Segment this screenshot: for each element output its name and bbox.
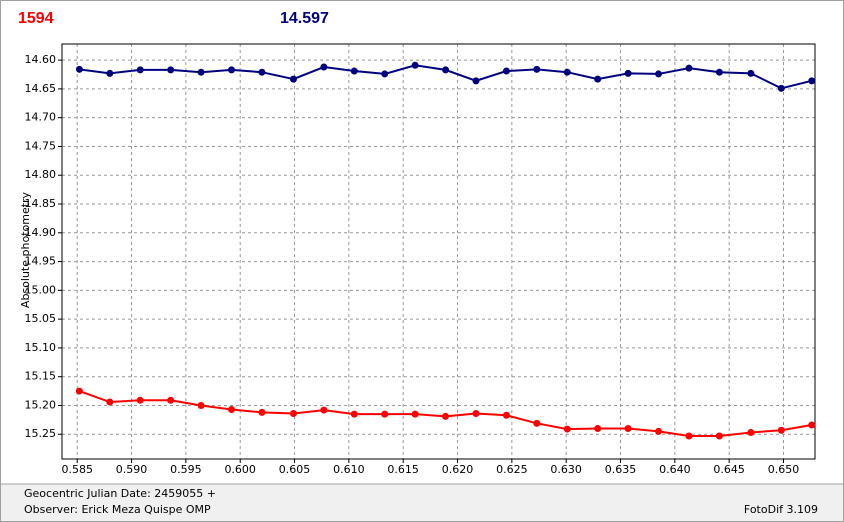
x-tick-label: 0.595 [170, 463, 202, 476]
data-point [594, 424, 602, 432]
data-point [381, 70, 389, 78]
data-point [136, 66, 144, 74]
data-point [655, 427, 663, 435]
x-tick-label: 0.620 [442, 463, 474, 476]
y-tick-label: 14.70 [25, 111, 57, 124]
data-point [472, 410, 480, 418]
data-point [777, 426, 785, 434]
data-point [320, 406, 328, 414]
data-point [167, 66, 175, 74]
x-tick-label: 0.640 [659, 463, 691, 476]
data-point [228, 405, 236, 413]
data-point [533, 65, 541, 73]
x-tick-label: 0.635 [605, 463, 637, 476]
y-tick-label: 15.15 [25, 370, 57, 383]
data-point [197, 401, 205, 409]
y-tick-label: 14.75 [25, 139, 57, 152]
data-point [411, 410, 419, 418]
data-point [808, 421, 816, 429]
y-tick-label: 14.65 [25, 82, 57, 95]
data-point [289, 75, 297, 83]
y-tick-label: 15.10 [25, 341, 57, 354]
data-point [350, 67, 358, 75]
x-tick-label: 0.585 [61, 463, 93, 476]
data-point [563, 425, 571, 433]
y-tick-label: 14.60 [25, 53, 57, 66]
y-tick-label: 14.90 [25, 226, 57, 239]
data-point [258, 68, 266, 76]
data-point [136, 396, 144, 404]
data-point [472, 77, 480, 85]
x-tick-label: 0.615 [387, 463, 419, 476]
data-point [442, 66, 450, 74]
data-point [167, 396, 175, 404]
data-point [502, 67, 510, 75]
data-point [563, 68, 571, 76]
julian-date: Geocentric Julian Date: 2459055 + [24, 487, 216, 500]
legend-entry: 1594 [18, 10, 54, 27]
observer: Observer: Erick Meza Quispe OMP [24, 503, 211, 516]
data-point [411, 61, 419, 69]
x-tick-label: 0.605 [279, 463, 311, 476]
y-tick-label: 15.20 [25, 398, 57, 411]
x-tick-label: 0.590 [116, 463, 148, 476]
data-point [655, 70, 663, 78]
data-point [777, 84, 785, 92]
data-point [75, 65, 83, 73]
status-bar [1, 484, 843, 521]
y-tick-label: 14.80 [25, 168, 57, 181]
data-point [258, 408, 266, 416]
data-point [685, 64, 693, 72]
x-tick-label: 0.600 [224, 463, 256, 476]
data-point [228, 66, 236, 74]
data-point [624, 424, 632, 432]
x-tick-label: 0.625 [496, 463, 528, 476]
x-tick-label: 0.645 [713, 463, 745, 476]
y-tick-label: 15.25 [25, 427, 57, 440]
x-tick-label: 0.630 [550, 463, 582, 476]
data-point [289, 410, 297, 418]
y-axis-label: Absolute photometry [19, 191, 32, 308]
data-point [747, 69, 755, 77]
data-point [715, 68, 723, 76]
data-point [808, 77, 816, 85]
y-tick-label: 15.05 [25, 312, 57, 325]
data-point [715, 432, 723, 440]
x-tick-label: 0.610 [333, 463, 365, 476]
data-point [197, 68, 205, 76]
software-version: FotoDif 3.109 [744, 503, 818, 516]
plot-frame [61, 43, 816, 460]
data-point [685, 432, 693, 440]
data-point [624, 69, 632, 77]
data-point [594, 75, 602, 83]
y-tick-label: 15.00 [25, 283, 57, 296]
data-point [381, 410, 389, 418]
x-tick-label: 0.650 [768, 463, 800, 476]
data-point [442, 412, 450, 420]
y-tick-label: 14.95 [25, 255, 57, 268]
legend-entry: 14.597 [280, 10, 329, 27]
data-point [106, 69, 114, 77]
data-point [320, 63, 328, 71]
data-point [350, 410, 358, 418]
data-point [533, 419, 541, 427]
data-point [747, 429, 755, 437]
data-point [502, 411, 510, 419]
data-point [75, 387, 83, 395]
y-tick-label: 14.85 [25, 197, 57, 210]
data-point [106, 398, 114, 406]
